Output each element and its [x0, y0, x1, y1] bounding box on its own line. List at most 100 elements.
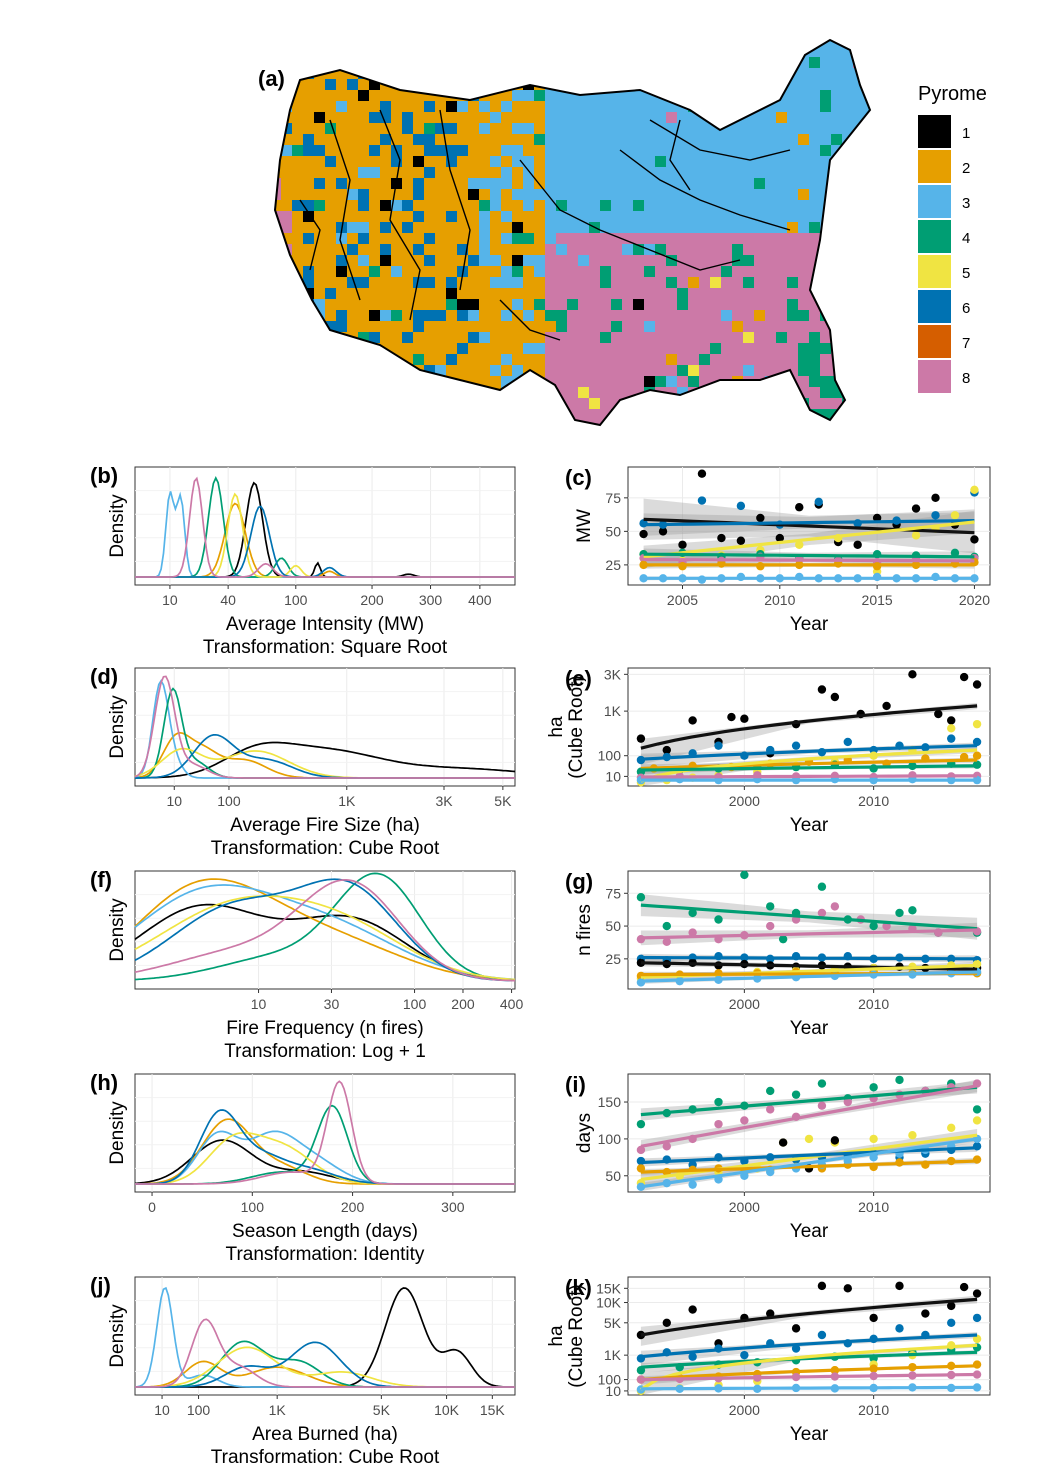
map-cell — [567, 387, 579, 399]
map-cell — [875, 299, 887, 311]
map-cell — [512, 156, 524, 168]
map-cell — [611, 288, 623, 300]
map-cell — [644, 200, 656, 212]
map-cell — [380, 40, 392, 47]
data-point-pyrome-1 — [791, 1324, 801, 1333]
map-cell — [787, 233, 799, 245]
map-cell — [468, 420, 480, 425]
x-tick-label: 2000 — [729, 1402, 760, 1418]
map-cell — [501, 134, 513, 146]
trend-line-pyrome-6 — [640, 1333, 978, 1359]
map-cell — [853, 387, 865, 399]
map-cell — [479, 101, 491, 113]
map-cell — [732, 387, 744, 399]
map-cell — [600, 189, 612, 201]
map-cell — [446, 277, 458, 289]
map-cell — [754, 266, 766, 278]
x-tick-label: 400 — [468, 592, 492, 608]
map-cell — [303, 277, 315, 289]
map-cell — [391, 134, 403, 146]
map-cell — [589, 90, 601, 102]
trend-line-pyrome-3 — [640, 1385, 978, 1391]
trend-line-pyrome-1 — [643, 517, 975, 535]
map-cell — [787, 255, 799, 267]
map-cell — [699, 354, 711, 366]
map-cell — [402, 420, 414, 425]
map-cell — [275, 112, 282, 124]
map-cell — [303, 145, 315, 157]
map-cell — [501, 365, 513, 377]
map-cell — [864, 354, 870, 366]
map-cell — [281, 376, 293, 388]
map-cell — [754, 90, 766, 102]
map-cell — [347, 40, 359, 47]
map-cell — [457, 46, 469, 58]
map-cell — [644, 123, 656, 135]
map-cell — [754, 46, 766, 58]
legend-swatch-1 — [918, 115, 951, 148]
map-cell — [556, 46, 568, 58]
map-cell — [435, 365, 447, 377]
map-cell — [622, 409, 634, 421]
map-cell — [314, 409, 326, 421]
map-cell — [424, 365, 436, 377]
map-cell — [424, 409, 436, 421]
map-cell — [567, 376, 579, 388]
map-cell — [732, 420, 744, 425]
map-cell — [314, 145, 326, 157]
x-tick-label: 2010 — [858, 1402, 889, 1418]
map-cell — [556, 145, 568, 157]
map-cell — [842, 68, 854, 80]
data-point-pyrome-8 — [830, 902, 840, 911]
data-point-pyrome-6 — [947, 1318, 956, 1327]
map-cell — [721, 79, 733, 91]
map-cell — [743, 211, 755, 223]
map-cell — [523, 189, 535, 201]
map-cell — [303, 57, 315, 69]
map-cell — [490, 134, 502, 146]
map-cell — [567, 233, 579, 245]
data-point-pyrome-5 — [911, 531, 921, 540]
map-cell — [776, 343, 788, 355]
map-cell — [556, 90, 568, 102]
legend-swatch-8 — [918, 360, 951, 393]
data-point-pyrome-5 — [950, 511, 960, 520]
map-cell — [721, 277, 733, 289]
map-cell — [446, 101, 458, 113]
map-cell — [721, 431, 733, 443]
map-cell — [743, 200, 755, 212]
map-cell — [292, 189, 304, 201]
trend-line-pyrome-3 — [640, 970, 978, 983]
data-point-pyrome-1 — [778, 1138, 788, 1147]
map-cell — [864, 167, 870, 179]
map-cell — [534, 321, 546, 333]
map-cell — [622, 255, 634, 267]
map-cell — [809, 387, 821, 399]
map-cell — [578, 46, 590, 58]
map-cell — [853, 409, 865, 421]
x-axis-label: Year — [790, 1424, 829, 1445]
map-cell — [413, 321, 425, 333]
map-cell — [523, 321, 535, 333]
map-cell — [798, 244, 810, 256]
data-point-pyrome-8 — [688, 928, 697, 937]
map-cell — [831, 200, 843, 212]
map-cell — [600, 321, 612, 333]
map-cell — [292, 376, 304, 388]
map-cell — [622, 189, 634, 201]
map-cell — [578, 233, 590, 245]
map-cell — [457, 211, 469, 223]
map-cell — [490, 365, 502, 377]
map-cell — [336, 79, 348, 91]
map-cell — [336, 123, 348, 135]
map-cell — [435, 310, 447, 322]
map-cell — [809, 134, 821, 146]
map-cell — [281, 431, 293, 443]
map-cell — [633, 354, 645, 366]
plot-frame — [134, 466, 516, 586]
map-cell — [765, 101, 777, 113]
trend-line-pyrome-8 — [640, 928, 978, 940]
map-cell — [644, 189, 656, 201]
y-tick-label: 3K — [604, 666, 622, 682]
map-cell — [281, 398, 293, 410]
